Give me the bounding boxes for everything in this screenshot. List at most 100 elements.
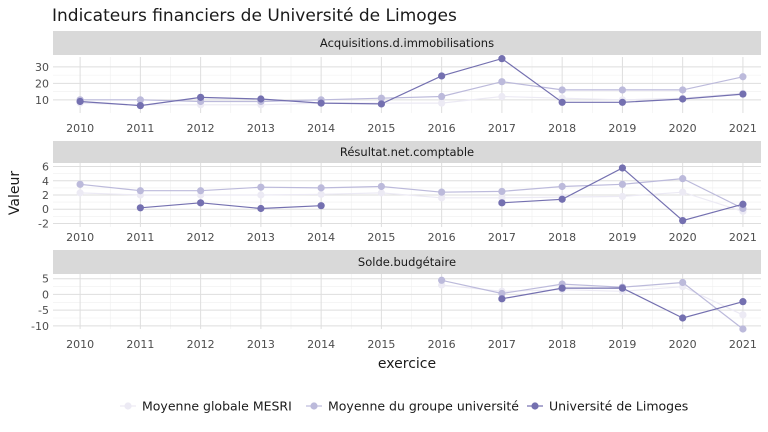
x-tick-label: 2019 [608,122,636,135]
data-point [197,199,205,207]
x-tick-label: 2012 [187,122,215,135]
data-point [739,73,747,81]
data-point [257,95,265,103]
x-tick-label: 2020 [669,122,697,135]
y-tick-label: 2 [42,189,49,202]
legend-key-point [310,402,318,410]
x-tick-label: 2011 [126,338,154,351]
data-point [558,86,566,94]
data-point [377,100,385,108]
chart-title: Indicateurs financiers de Université de … [52,6,457,26]
x-tick-label: 2015 [367,122,395,135]
x-tick-label: 2017 [488,231,516,244]
data-point [317,99,325,107]
data-point [76,189,84,197]
x-tick-label: 2020 [669,338,697,351]
data-point [257,204,265,213]
data-point [739,200,747,208]
x-tick-label: 2018 [548,122,576,135]
data-point [76,180,84,188]
x-tick-label: 2018 [548,338,576,351]
data-point [438,276,446,284]
y-tick-label: 5 [42,273,49,286]
x-tick-label: 2021 [729,231,757,244]
series-line [140,202,322,210]
panel-title: Acquisitions.d.immobilisations [320,36,494,50]
x-tick-label: 2017 [488,338,516,351]
legend-label: Moyenne globale MESRI [142,399,292,414]
panel-title: Résultat.net.comptable [340,145,474,159]
y-tick-label: -2 [38,217,49,230]
y-tick-label: 30 [35,61,49,74]
panel-strip [53,31,761,55]
data-point [739,298,747,306]
data-point [618,180,627,188]
y-axis-title: Valeur [7,171,23,215]
data-point [438,99,446,107]
x-tick-label: 2015 [367,338,395,351]
y-tick-label: 0 [42,288,49,301]
data-point [739,311,747,319]
data-point [438,92,446,101]
data-point [679,188,687,196]
data-point [498,78,506,86]
data-point [197,187,205,195]
x-tick-label: 2021 [729,338,757,351]
x-tick-label: 2016 [428,338,456,351]
data-point [377,189,385,197]
x-tick-label: 2016 [428,231,456,244]
legend-key-point [124,402,132,410]
legend-key-point [531,402,539,410]
data-point [136,187,144,195]
data-point [257,183,265,191]
data-point [317,190,325,198]
data-point [498,194,506,202]
y-tick-label: 4 [42,175,49,188]
data-point [498,55,506,63]
x-tick-label: 2019 [608,231,636,244]
x-tick-label: 2012 [187,231,215,244]
x-tick-label: 2014 [307,338,335,351]
data-point [498,199,506,207]
y-tick-label: -10 [31,320,49,333]
data-point [317,184,325,192]
data-point [558,182,566,191]
x-axis-title: exercice [378,356,436,372]
data-point [377,94,385,102]
x-tick-label: 2018 [548,231,576,244]
data-point [679,86,687,94]
y-tick-label: 10 [35,94,49,107]
data-point [679,314,687,322]
data-point [679,278,687,287]
series-line [80,191,744,212]
data-point [558,284,566,292]
data-point [618,98,627,106]
x-tick-label: 2012 [187,338,215,351]
x-tick-label: 2015 [367,231,395,244]
x-tick-label: 2011 [126,122,154,135]
x-tick-label: 2013 [247,338,275,351]
data-point [438,188,446,196]
data-point [377,182,385,191]
legend-label: Moyenne du groupe université [328,399,519,414]
data-point [498,92,506,101]
data-point [558,195,566,203]
panel-strip [53,141,761,163]
x-tick-label: 2011 [126,231,154,244]
data-point [618,86,627,94]
y-tick-label: 20 [35,77,49,90]
data-point [679,95,687,103]
data-point [618,164,627,172]
data-point [136,204,144,212]
data-point [197,93,205,101]
x-tick-label: 2010 [66,122,94,135]
data-point [618,192,627,201]
series-line [441,279,744,330]
x-tick-label: 2013 [247,122,275,135]
y-tick-label: 6 [42,161,49,174]
data-point [558,98,566,106]
data-point [618,284,627,292]
data-point [257,191,265,199]
